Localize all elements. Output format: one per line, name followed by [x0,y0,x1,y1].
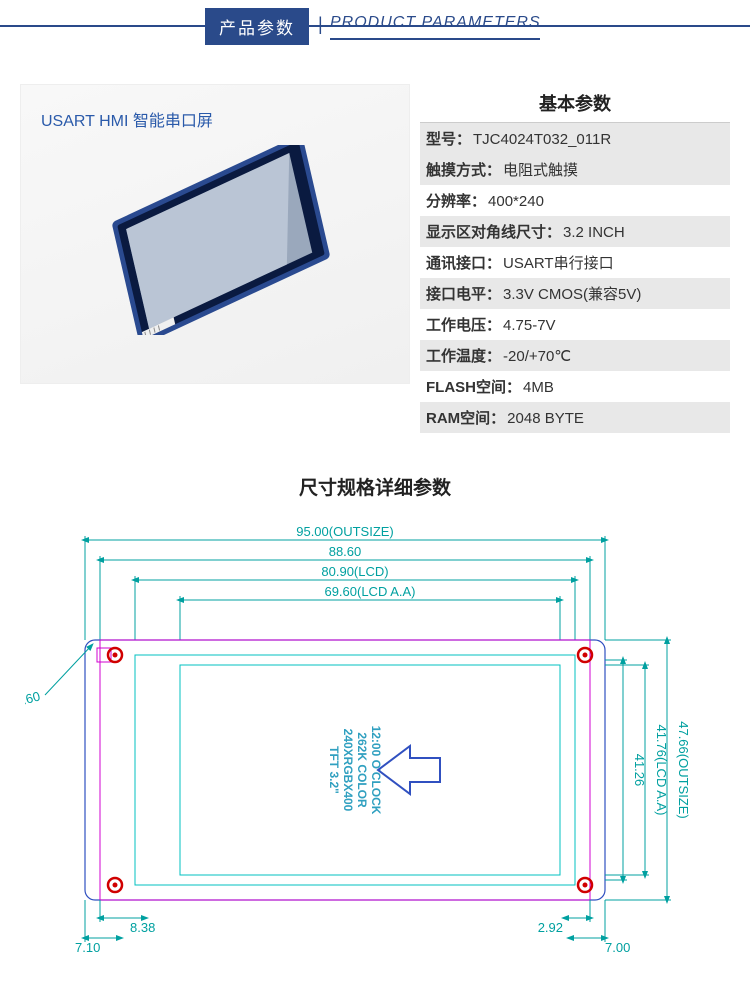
dimension-diagram: 95.00(OUTSIZE) 88.60 80.90(LCD) 69.60(LCD A… [25,520,725,960]
product-photo: USART HMI 智能串口屏 [20,84,410,384]
spec-label: 触摸方式： [426,159,501,180]
spec-row: RAM空间：2048 BYTE [420,402,730,433]
spec-value: USART串行接口 [503,252,614,273]
svg-text:12:00 O'CLOCK: 12:00 O'CLOCK [369,726,383,815]
svg-text:7.10: 7.10 [75,940,100,955]
spec-row: 分辨率：400*240 [420,185,730,216]
svg-text:47.66(OUTSIZE): 47.66(OUTSIZE) [676,721,691,819]
svg-text:95.00(OUTSIZE): 95.00(OUTSIZE) [296,524,394,539]
spec-row: 工作电压：4.75-7V [420,309,730,340]
spec-label: RAM空间： [426,407,505,428]
svg-text:69.60(LCD A.A): 69.60(LCD A.A) [324,584,415,599]
spec-row: 通讯接口：USART串行接口 [420,247,730,278]
spec-table-title: 基本参数 [420,84,730,123]
svg-text:TFT 3.2": TFT 3.2" [327,746,341,794]
spec-value: 3.3V CMOS(兼容5V) [503,283,641,304]
spec-value: 4.75-7V [503,317,556,334]
spec-label: 显示区对角线尺寸： [426,221,561,242]
device-illustration [91,145,351,335]
spec-label: 型号： [426,128,471,149]
svg-text:262K COLOR: 262K COLOR [355,732,369,808]
spec-value: 400*240 [488,193,544,210]
spec-value: TJC4024T032_011R [473,131,611,148]
spec-label: 工作电压： [426,314,501,335]
svg-text:41.26: 41.26 [632,754,647,787]
header-title-cn: 产品参数 [205,8,309,45]
header-title-en: PRODUCT PARAMETERS [330,14,541,32]
spec-value: 2048 BYTE [507,410,584,427]
spec-label: 分辨率： [426,190,486,211]
spec-label: FLASH空间： [426,376,521,397]
svg-text:80.90(LCD): 80.90(LCD) [321,564,388,579]
content-row: USART HMI 智能串口屏 基本参数 型号：TJC4024T032_011R… [0,84,750,433]
spec-row: 工作温度：-20/+70℃ [420,340,730,371]
svg-text:41.76(LCD A.A): 41.76(LCD A.A) [654,724,669,815]
svg-text:2.92: 2.92 [538,920,563,935]
spec-label: 通讯接口： [426,252,501,273]
photo-label: USART HMI 智能串口屏 [41,107,213,131]
spec-value: 电阻式触摸 [503,159,578,180]
svg-text:240XRGBX400: 240XRGBX400 [341,729,355,812]
spec-row: 型号：TJC4024T032_011R [420,123,730,154]
spec-label: 工作温度： [426,345,501,366]
header-divider: | [318,14,323,35]
spec-row: 接口电平：3.3V CMOS(兼容5V) [420,278,730,309]
spec-value: -20/+70℃ [503,347,571,365]
section-header: 产品参数 | PRODUCT PARAMETERS [0,8,750,44]
spec-row: FLASH空间：4MB [420,371,730,402]
svg-text:R1.60: R1.60 [25,688,42,711]
spec-value: 4MB [523,379,554,396]
spec-table: 基本参数 型号：TJC4024T032_011R触摸方式：电阻式触摸分辨率：40… [420,84,730,433]
spec-label: 接口电平： [426,283,501,304]
dimensions-title: 尺寸规格详细参数 [0,473,750,500]
spec-row: 触摸方式：电阻式触摸 [420,154,730,185]
header-underline [330,38,540,40]
svg-text:88.60: 88.60 [329,544,362,559]
svg-text:7.00: 7.00 [605,940,630,955]
svg-text:8.38: 8.38 [130,920,155,935]
spec-row: 显示区对角线尺寸：3.2 INCH [420,216,730,247]
spec-value: 3.2 INCH [563,224,625,241]
